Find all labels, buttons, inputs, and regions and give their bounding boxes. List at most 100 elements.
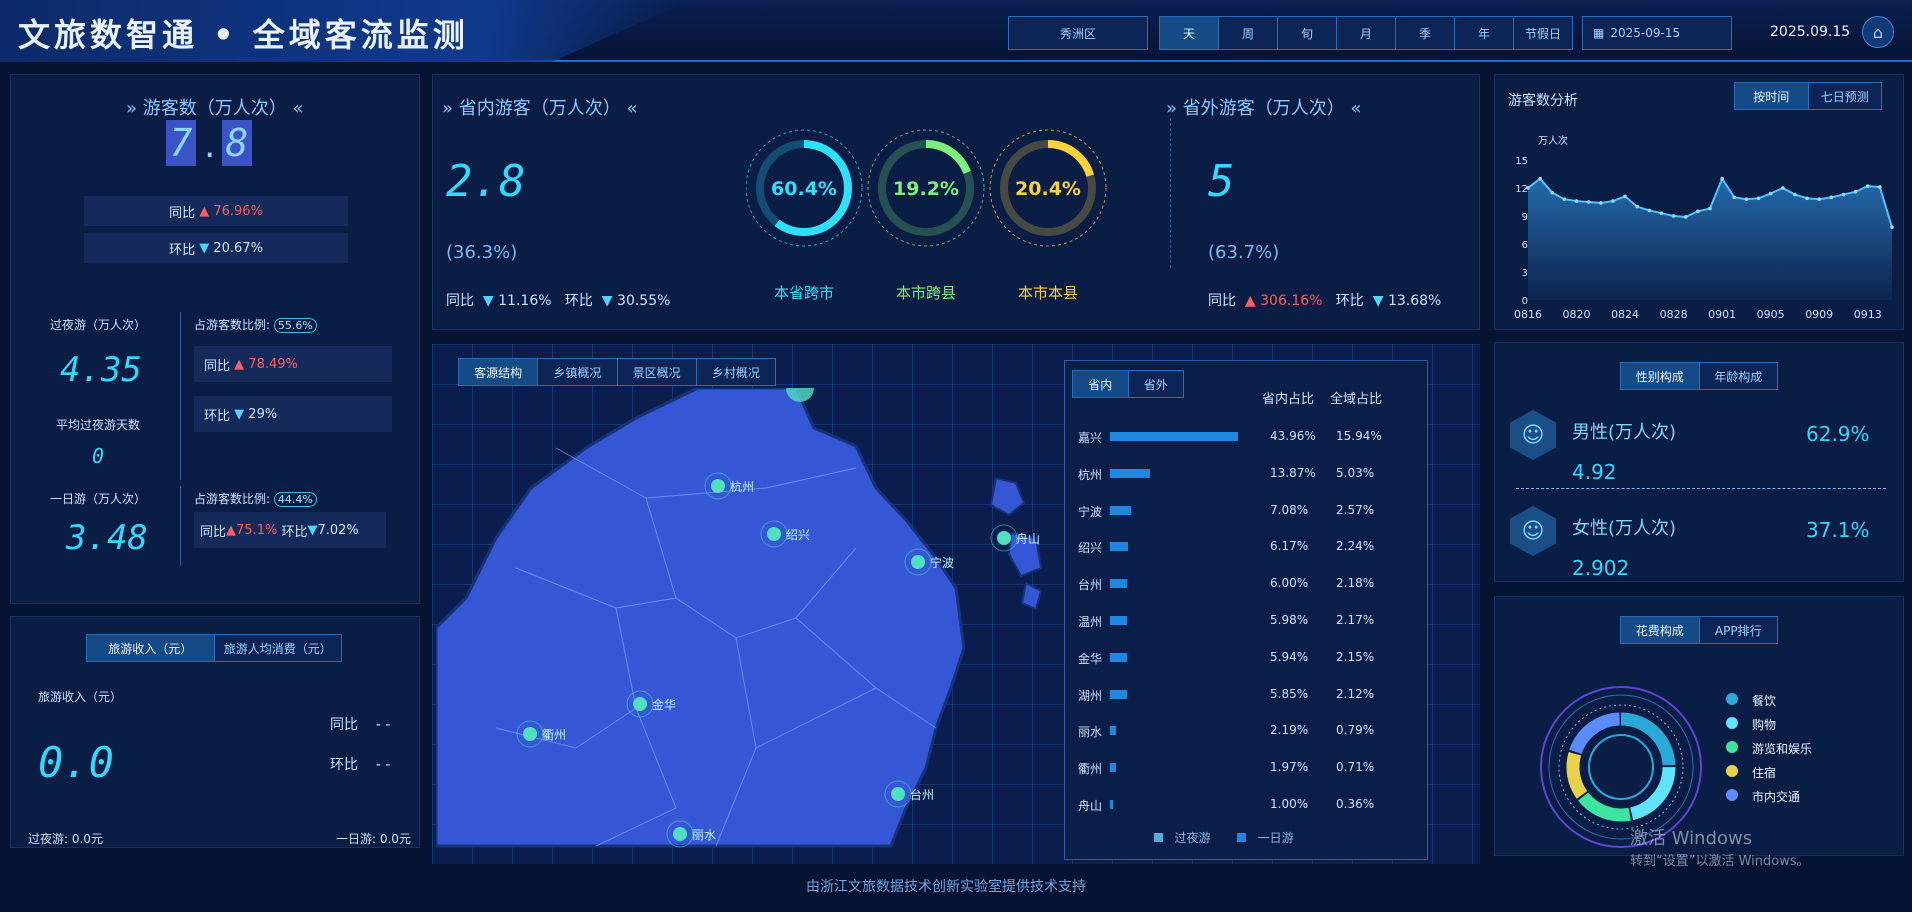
chart-point xyxy=(1817,197,1821,201)
tab-app-rank[interactable]: APP排行 xyxy=(1699,617,1777,643)
region-select[interactable]: 秀洲区 xyxy=(1008,16,1148,50)
ratio-label: 占游客数比例: xyxy=(194,318,271,332)
ranking-p1: 6.17% xyxy=(1270,539,1309,554)
female-pct: 37.1% xyxy=(1806,518,1870,542)
ranking-city: 嘉兴 xyxy=(1078,431,1103,445)
ranking-p1: 1.97% xyxy=(1270,760,1309,775)
overnight-ratio: 占游客数比例: 55.6% xyxy=(194,316,317,333)
legend-label: 过夜游 xyxy=(1174,831,1211,845)
period-tab[interactable]: 节假日 xyxy=(1514,17,1572,49)
tab-spending[interactable]: 花费构成 xyxy=(1621,617,1700,643)
chart-point xyxy=(1878,185,1882,189)
income-dayonly: 一日游: 0.0元 xyxy=(336,832,411,846)
ranking-bar xyxy=(1110,763,1116,773)
map-tabs: 客源结构 乡镇概况 景区概况 乡村概况 xyxy=(458,358,776,386)
city-marker xyxy=(523,727,537,741)
ranking-bar xyxy=(1110,432,1238,441)
city-marker xyxy=(997,531,1011,545)
out-province-title: » 省外游客（万人次） « xyxy=(1166,98,1362,119)
spending-tabs: 花费构成 APP排行 xyxy=(1620,616,1778,644)
total-digit: 7 xyxy=(166,120,196,166)
chart-point xyxy=(1756,196,1761,201)
tab-forecast[interactable]: 七日预测 xyxy=(1808,83,1881,109)
chart-point xyxy=(1696,209,1700,214)
divider xyxy=(1170,118,1171,268)
yoy-value: 76.96% xyxy=(213,203,263,219)
down-arrow-icon: ▼ xyxy=(199,240,210,256)
chart-point xyxy=(1526,186,1530,190)
city-marker xyxy=(633,697,647,711)
mom-value: 13.68% xyxy=(1387,293,1442,309)
ranking-row: 舟山 1.00% 0.36% xyxy=(1076,794,1376,814)
city-marker-ring xyxy=(666,820,694,848)
tab-in-province[interactable]: 省内 xyxy=(1073,371,1129,397)
map-boundaries xyxy=(495,447,937,847)
city-marker xyxy=(673,827,687,841)
ranking-p2: 2.15% xyxy=(1336,649,1375,664)
in-province-rings: 60.4% 本省跨市 19.2% 本市跨县 20.4% 本市本县 xyxy=(746,129,1107,302)
tab-income[interactable]: 旅游收入（元） xyxy=(87,635,215,661)
legend-dot xyxy=(1726,741,1738,753)
period-tab[interactable]: 周 xyxy=(1219,17,1278,49)
ranking-p1: 7.08% xyxy=(1270,502,1309,517)
period-tab[interactable]: 年 xyxy=(1455,17,1514,49)
chart-xtick: 0901 xyxy=(1708,308,1736,321)
legend-swatch xyxy=(1237,833,1247,842)
tab-gender[interactable]: 性别构成 xyxy=(1621,363,1700,389)
income-tabs: 旅游收入（元） 旅游人均消费（元） xyxy=(86,634,342,662)
city-label: 台州 xyxy=(910,787,934,802)
chart-point xyxy=(1829,195,1834,200)
legend-label: 住宿 xyxy=(1752,766,1777,780)
in-province-value: 2.8 xyxy=(446,156,526,207)
period-tab[interactable]: 季 xyxy=(1396,17,1455,49)
donut-slice xyxy=(1566,712,1676,822)
mom-value: 29% xyxy=(248,406,278,422)
chart-point xyxy=(1647,208,1652,213)
total-digit: . xyxy=(204,125,216,166)
male-label: 男性(万人次) xyxy=(1572,422,1677,443)
income-mom: 环比 - - xyxy=(330,754,390,774)
period-tab[interactable]: 旬 xyxy=(1278,17,1337,49)
period-tab[interactable]: 天 xyxy=(1160,17,1219,49)
tab-by-time[interactable]: 按时间 xyxy=(1735,83,1809,109)
tab-out-province[interactable]: 省外 xyxy=(1128,371,1183,397)
donut-outer-ring xyxy=(1540,686,1702,848)
ranking-p1: 6.00% xyxy=(1270,576,1309,591)
city-label: 金华 xyxy=(652,697,676,712)
tab-source[interactable]: 客源结构 xyxy=(459,359,539,385)
ranking-city: 台州 xyxy=(1078,578,1103,593)
legend-label: 一日游 xyxy=(1257,831,1294,845)
chart-point xyxy=(1538,176,1542,181)
period-tab[interactable]: 月 xyxy=(1337,17,1396,49)
chart-point xyxy=(1890,225,1894,229)
chart-point xyxy=(1586,200,1591,204)
date-picker[interactable]: ▦ 2025-09-15 xyxy=(1582,16,1732,50)
current-date: 2025.09.15 xyxy=(1770,24,1851,40)
ranking-p1: 13.87% xyxy=(1270,465,1316,480)
in-province-title-text: 省内游客（万人次） xyxy=(458,98,621,119)
yoy-label: 同比 xyxy=(204,358,231,374)
city-label: 宁波 xyxy=(930,555,954,570)
donut-dashed-ring xyxy=(1558,704,1684,830)
ranking-p2: 15.94% xyxy=(1336,429,1382,443)
windows-watermark-text: 转到“设置”以激活 Windows。 xyxy=(1630,854,1810,869)
donut-inner-ring xyxy=(1588,734,1654,800)
tab-per-capita[interactable]: 旅游人均消费（元） xyxy=(214,635,341,661)
city-marker-ring xyxy=(516,720,544,748)
ranking-p2: 0.79% xyxy=(1336,723,1375,738)
tab-age[interactable]: 年龄构成 xyxy=(1699,363,1777,389)
yoy-label: 同比 xyxy=(330,717,358,733)
home-icon[interactable]: ⌂ xyxy=(1862,16,1894,48)
mom-value: - - xyxy=(375,757,391,773)
tourists-panel xyxy=(10,74,420,604)
tab-towns[interactable]: 乡镇概况 xyxy=(538,359,618,385)
tab-village[interactable]: 乡村概况 xyxy=(696,359,775,385)
out-province-share: (63.7%) xyxy=(1208,242,1280,263)
chart-point xyxy=(1599,201,1603,205)
tab-scenic[interactable]: 景区概况 xyxy=(617,359,697,385)
map-outline xyxy=(436,388,966,848)
city-marker-ring xyxy=(704,472,732,500)
ranking-col1: 省内占比 xyxy=(1262,392,1315,407)
overnight-ratio-badge: 55.6% xyxy=(273,318,317,333)
yoy-label: 同比 xyxy=(169,205,196,221)
